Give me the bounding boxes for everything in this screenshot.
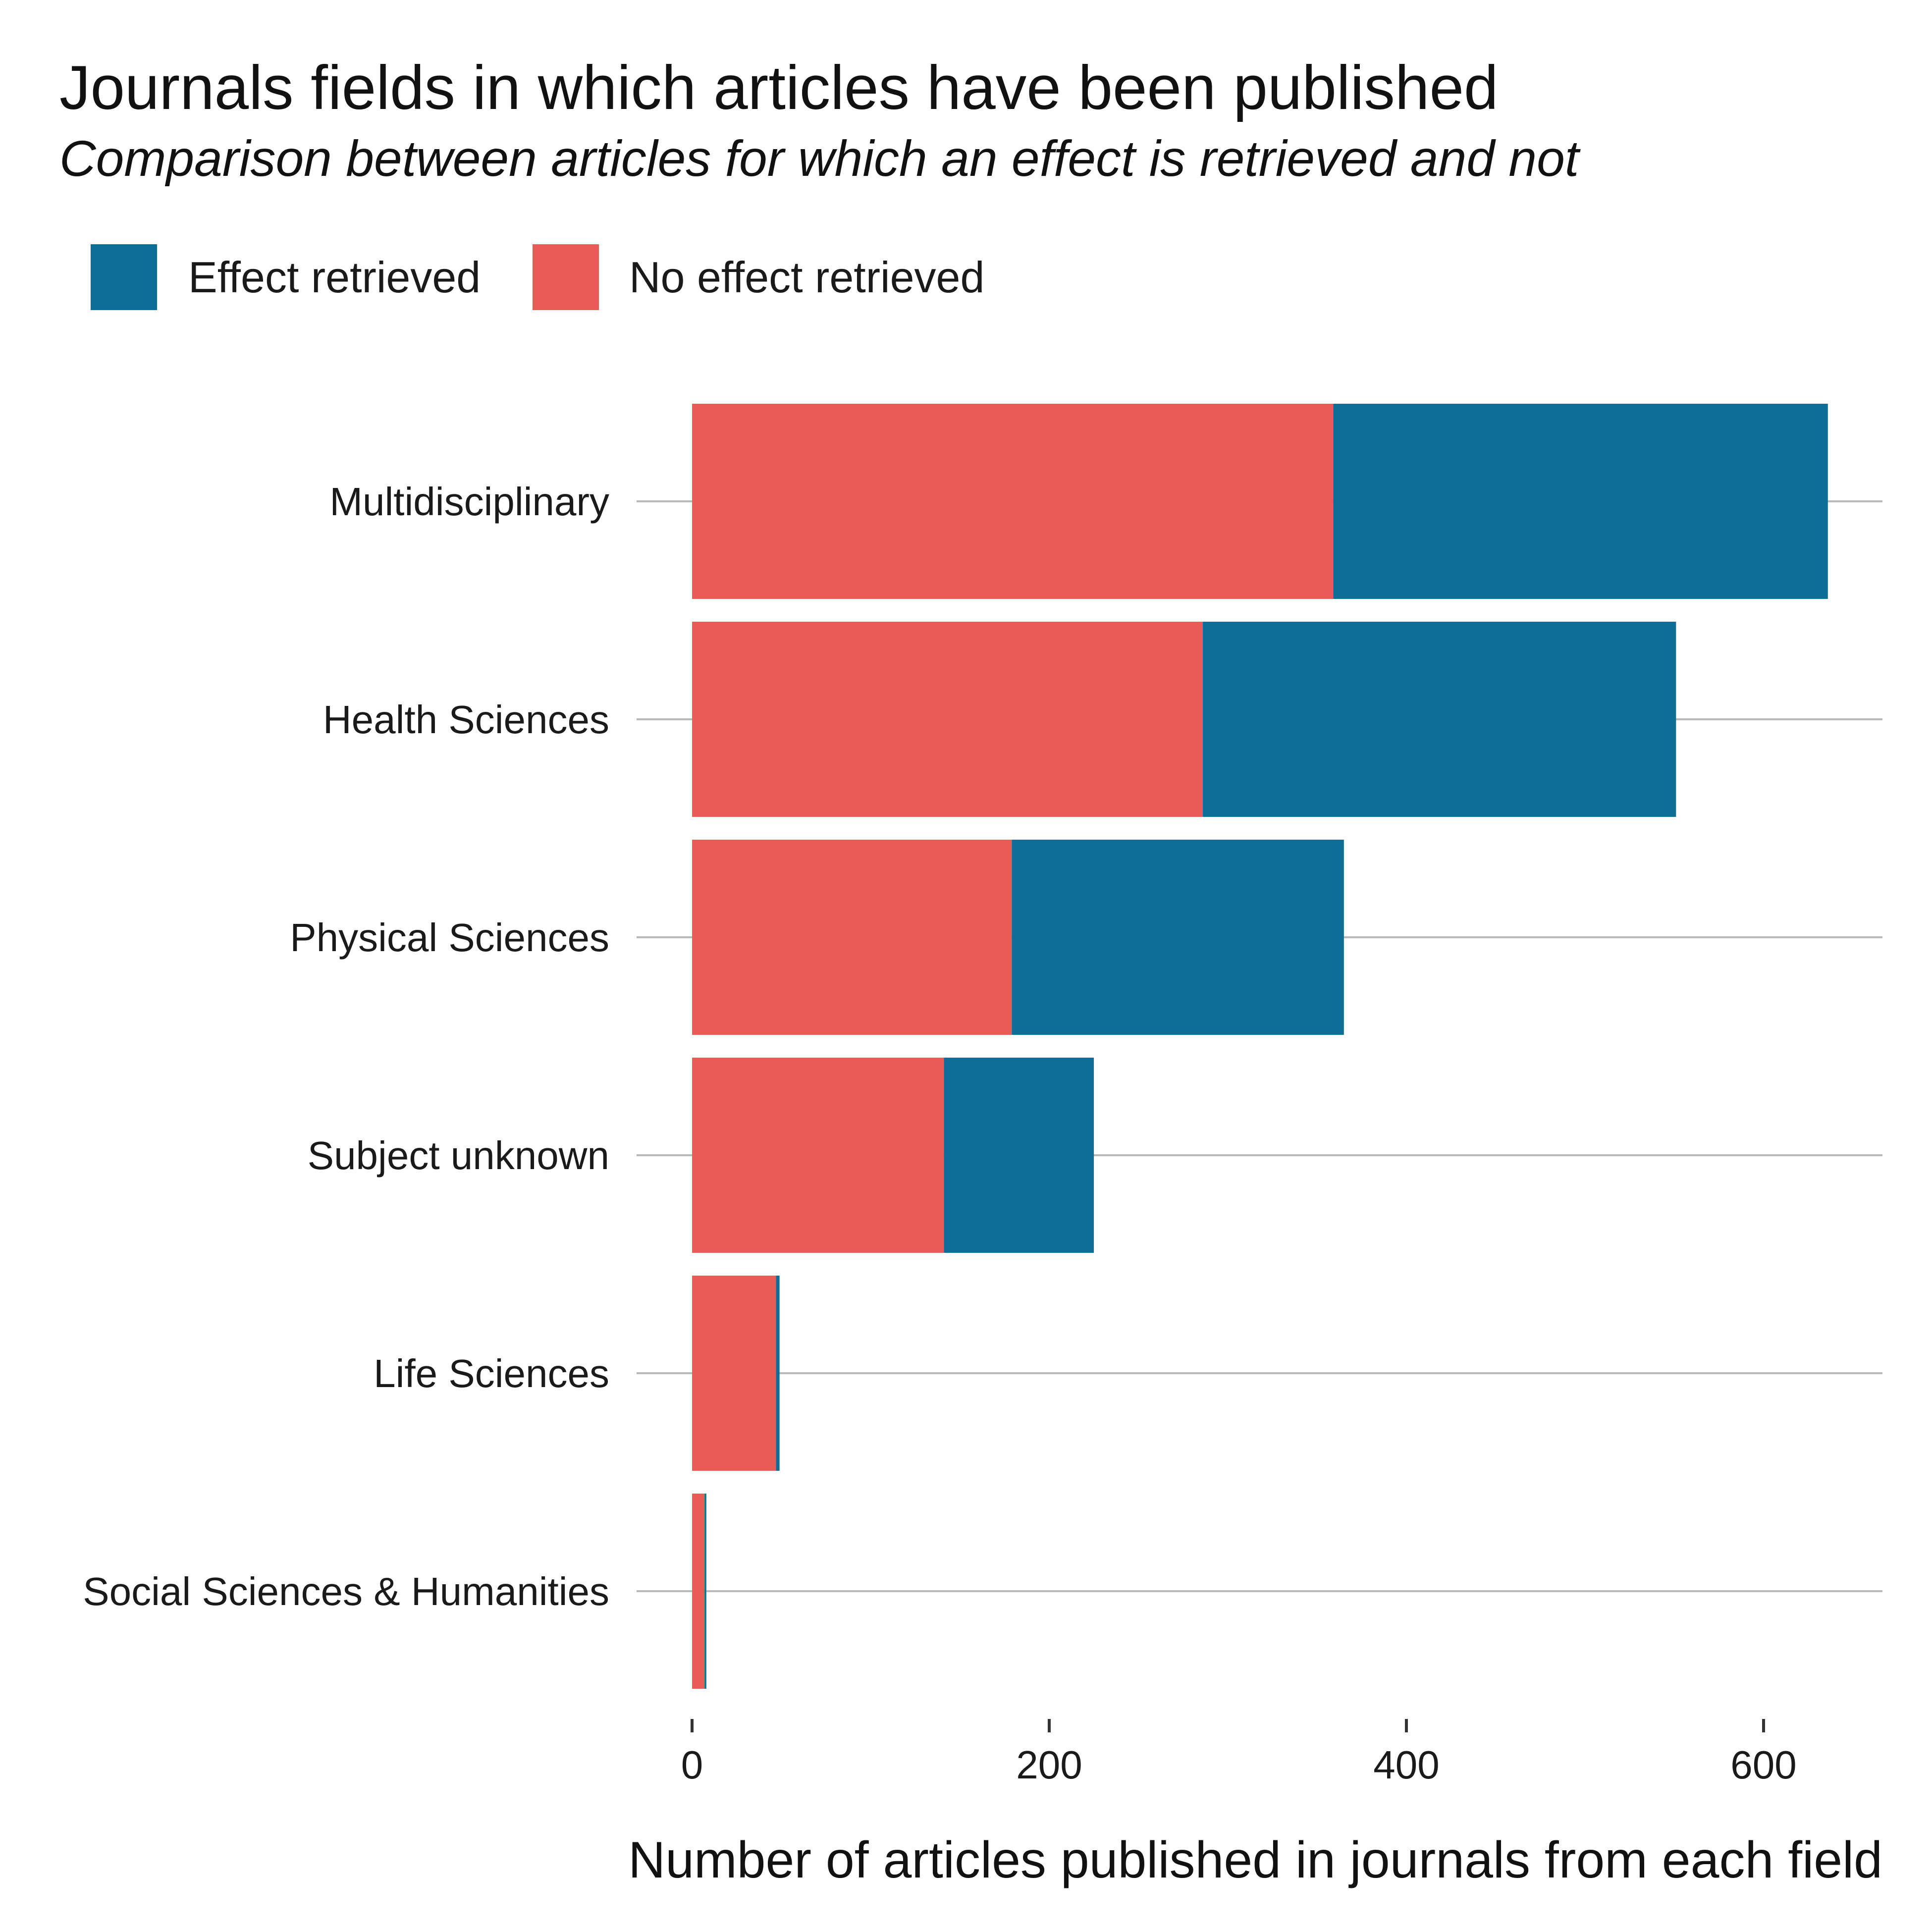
legend-label-effect-retrieved: Effect retrieved (188, 253, 481, 302)
category-label-social-sciences-and-humanities: Social Sciences & Humanities (83, 1569, 609, 1613)
category-label-physical-sciences: Physical Sciences (290, 915, 609, 960)
bar-multidisciplinary-effect-retrieved (1333, 404, 1828, 599)
category-label-health-sciences: Health Sciences (323, 698, 609, 742)
x-tick-label-600: 600 (1730, 1743, 1796, 1787)
category-labels: Multidisciplinary Health Sciences Physical… (83, 480, 609, 1613)
bar-multidisciplinary-no-effect-retrieved (692, 404, 1334, 599)
legend-swatch-effect-retrieved (91, 244, 157, 310)
legend-swatch-no-effect-retrieved (533, 244, 599, 310)
category-label-multidisciplinary: Multidisciplinary (329, 480, 609, 524)
x-tick-label-400: 400 (1373, 1743, 1439, 1787)
x-axis-title: Number of articles published in journals… (628, 1831, 1882, 1889)
bar-physical-sciences-effect-retrieved (1012, 840, 1344, 1035)
bar-social-sciences-and-humanities-effect-retrieved (704, 1494, 706, 1689)
x-tick-label-0: 0 (681, 1743, 703, 1787)
legend: Effect retrieved No effect retrieved (91, 244, 984, 310)
bar-health-sciences-no-effect-retrieved (692, 622, 1203, 817)
bar-life-sciences-effect-retrieved (776, 1276, 780, 1471)
bar-health-sciences-effect-retrieved (1203, 622, 1676, 817)
category-label-subject-unknown: Subject unknown (308, 1133, 609, 1178)
bar-subject-unknown-effect-retrieved (944, 1058, 1094, 1253)
bars (692, 404, 1828, 1689)
category-label-life-sciences: Life Sciences (374, 1351, 609, 1395)
bar-social-sciences-and-humanities-no-effect-retrieved (692, 1494, 705, 1689)
bar-subject-unknown-no-effect-retrieved (692, 1058, 944, 1253)
bar-physical-sciences-no-effect-retrieved (692, 840, 1012, 1035)
chart-title: Journals fields in which articles have b… (59, 54, 1498, 122)
bar-life-sciences-no-effect-retrieved (692, 1276, 776, 1471)
chart-subtitle: Comparison between articles for which an… (59, 130, 1581, 187)
legend-label-no-effect-retrieved: No effect retrieved (629, 253, 984, 302)
x-tick-label-200: 200 (1016, 1743, 1082, 1787)
x-axis: 0 200 400 600 (681, 1719, 1797, 1787)
